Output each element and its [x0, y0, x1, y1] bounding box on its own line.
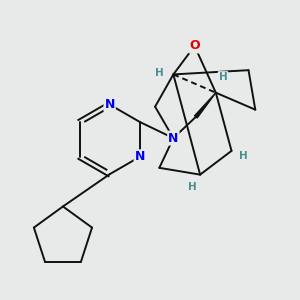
Text: O: O — [189, 40, 200, 52]
Text: N: N — [135, 150, 145, 163]
Text: N: N — [168, 132, 178, 145]
Polygon shape — [194, 93, 216, 118]
Text: H: H — [239, 152, 248, 161]
Text: H: H — [219, 72, 227, 82]
Text: H: H — [155, 68, 164, 78]
Text: H: H — [188, 182, 197, 192]
Text: N: N — [104, 98, 115, 111]
